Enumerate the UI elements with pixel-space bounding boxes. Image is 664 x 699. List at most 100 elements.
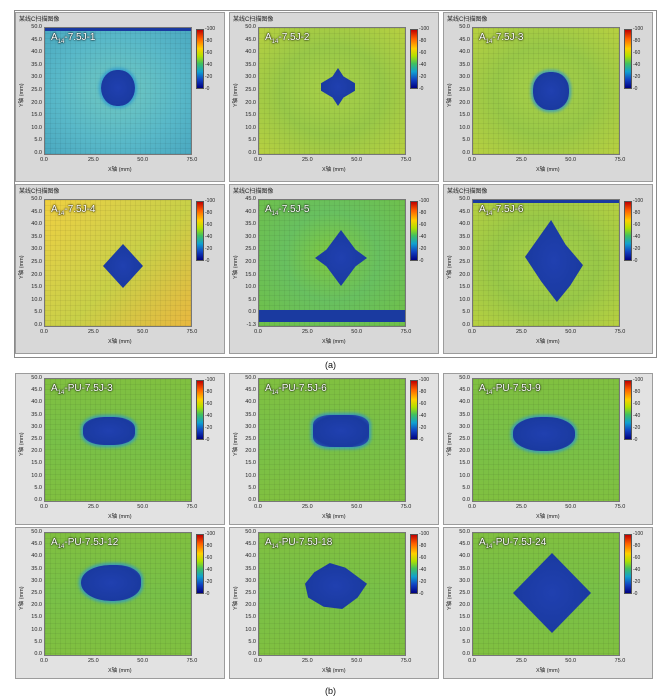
scan-image: A14-7.5J-5: [258, 199, 406, 327]
x-tick-label: 0.0: [40, 329, 48, 335]
y-tick-label: 35.0: [459, 411, 470, 418]
y-tick-label: 50.0: [459, 375, 470, 381]
y-tick-label: 30.0: [245, 577, 256, 584]
y-tick-label: 50.0: [459, 529, 470, 535]
cscan-panel: A14-PU-7.5J-9 50.0 45.0 40.0 35.0 30.0 25.0 20.…: [443, 373, 653, 525]
y-tick-label: 40.0: [31, 49, 42, 56]
y-tick-label: 5.0: [462, 137, 470, 144]
y-tick-label: 40.0: [31, 553, 42, 560]
colorbar-tick-label: -40: [205, 413, 213, 419]
x-tick-label: 50.0: [351, 658, 363, 664]
colorbar-tick-label: -60: [633, 555, 641, 561]
x-tick-label: 50.0: [137, 658, 149, 664]
scan-edge-band: [259, 310, 405, 322]
colorbar-tick-label: -100: [633, 531, 644, 537]
y-axis-label: Y轴 (mm): [233, 432, 239, 456]
specimen-label: A14-PU-7.5J-18: [265, 537, 333, 550]
colorbar-tick-label: -0: [419, 258, 424, 264]
x-tick-label: 25.0: [87, 157, 99, 163]
y-tick-label: 40.0: [459, 399, 470, 406]
y-tick-label: 0.0: [462, 497, 470, 503]
y-tick-label: 5.0: [248, 137, 256, 144]
y-axis-label: Y轴 (mm): [447, 83, 453, 107]
x-tick-label: 50.0: [137, 504, 149, 510]
y-tick-label: 15.0: [459, 284, 470, 291]
colorbar-tick-label: -20: [633, 425, 641, 431]
colorbar-tick-label: -80: [419, 38, 427, 44]
y-axis-label: Y轴 (mm): [19, 255, 25, 279]
panel-window-title: 某线C扫描图像: [447, 17, 488, 23]
colorbar-tick-label: -100: [419, 198, 430, 204]
x-tick-label: 25.0: [87, 504, 99, 510]
y-tick-label: 20.0: [459, 99, 470, 106]
colorbar-tick-label: -40: [419, 62, 427, 68]
y-tick-label: 25.0: [31, 87, 42, 93]
x-tick-label: 75.0: [614, 157, 626, 163]
cscan-panel: A14-PU-7.5J-3 50.0 45.0 40.0 35.0 30.0 25.0 20.…: [15, 373, 225, 525]
colorbar-tick-label: -0: [633, 258, 638, 264]
y-tick-label: 35.0: [245, 221, 256, 228]
y-tick-label: 10.0: [245, 284, 256, 291]
panel-window-title: 某线C扫描图像: [19, 189, 60, 195]
scan-image: A14-7.5J-6: [472, 199, 620, 327]
y-tick-label: 25.0: [459, 590, 470, 596]
colorbar: [624, 380, 632, 440]
x-tick-label: 50.0: [351, 157, 363, 163]
colorbar-tick-label: -60: [419, 401, 427, 407]
cscan-panel: 某线C扫描图像 A14-7.5J-6 50.0 45.0 40.0 35.0 30.0 25.…: [443, 184, 653, 354]
y-tick-label: 0.0: [248, 497, 256, 503]
x-tick-label: 75.0: [614, 658, 626, 664]
x-tick-label: 75.0: [614, 504, 626, 510]
colorbar-tick-label: -40: [205, 234, 213, 240]
y-axis-label: Y轴 (mm): [233, 83, 239, 107]
x-axis-label: X轴 (mm): [322, 167, 346, 173]
x-tick-label: 50.0: [137, 329, 149, 335]
scan-image: A14-PU-7.5J-9: [472, 378, 620, 502]
y-tick-label: 40.0: [245, 208, 256, 215]
y-tick-label: 20.0: [245, 448, 256, 455]
y-tick-label: 45.0: [245, 196, 256, 202]
y-tick-label: 25.0: [31, 436, 42, 442]
x-tick-label: 0.0: [254, 329, 262, 335]
colorbar-tick-label: -60: [419, 50, 427, 56]
x-axis-label: X轴 (mm): [322, 514, 346, 520]
damage-region: [533, 72, 569, 110]
y-tick-label: 10.0: [31, 472, 42, 479]
colorbar-tick-label: -0: [205, 86, 210, 92]
colorbar-tick-label: -80: [419, 543, 427, 549]
scan-image: A14-PU-7.5J-18: [258, 532, 406, 656]
y-axis-label: Y轴 (mm): [447, 255, 453, 279]
y-tick-label: 15.0: [245, 112, 256, 119]
x-tick-label: 75.0: [186, 504, 198, 510]
colorbar-tick-label: -100: [205, 26, 216, 32]
y-tick-label: 0.0: [34, 322, 42, 328]
colorbar-tick-label: -100: [419, 26, 430, 32]
specimen-label: A14-7.5J-3: [479, 32, 524, 45]
colorbar: [624, 534, 632, 594]
scan-edge-band: [45, 28, 191, 31]
colorbar-tick-label: -0: [633, 86, 638, 92]
y-tick-label: 15.0: [31, 112, 42, 119]
y-tick-label: 45.0: [31, 208, 42, 215]
damage-region: [101, 70, 135, 106]
colorbar: [410, 380, 418, 440]
y-tick-label: 5.0: [34, 309, 42, 316]
cscan-panel: A14-PU-7.5J-18 50.0 45.0 40.0 35.0 30.0 25.0 20…: [229, 527, 439, 679]
scan-image: A14-PU-7.5J-12: [44, 532, 192, 656]
colorbar-tick-label: -0: [205, 258, 210, 264]
y-tick-label: 50.0: [459, 196, 470, 202]
y-tick-label: 5.0: [462, 484, 470, 491]
colorbar-tick-label: -80: [205, 389, 213, 395]
y-tick-label: 20.0: [245, 602, 256, 609]
y-tick-label: 0.0: [462, 651, 470, 657]
colorbar-tick-label: -40: [633, 413, 641, 419]
y-tick-label: 35.0: [31, 565, 42, 572]
x-tick-label: 0.0: [254, 157, 262, 163]
colorbar-tick-label: -0: [205, 437, 210, 443]
colorbar: [196, 201, 204, 261]
y-tick-label: 50.0: [245, 24, 256, 30]
x-axis-label: X轴 (mm): [108, 339, 132, 345]
x-tick-label: 25.0: [515, 157, 527, 163]
y-tick-label: 30.0: [459, 423, 470, 430]
specimen-label: A14-7.5J-1: [51, 32, 96, 45]
